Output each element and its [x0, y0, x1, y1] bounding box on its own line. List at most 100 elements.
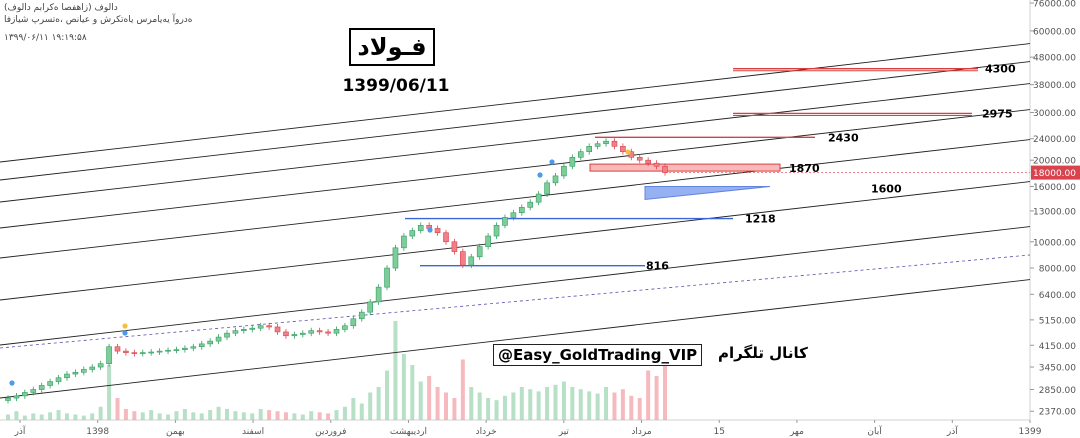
candle-body: [291, 334, 298, 337]
y-tick-label: 2850.00: [1039, 386, 1076, 396]
volume-bar: [460, 359, 465, 420]
candle-body: [139, 352, 146, 354]
candle-body: [131, 352, 138, 354]
volume-bar: [73, 414, 78, 420]
event-marker-dot: [625, 149, 631, 155]
candle-body: [443, 232, 449, 243]
y-tick-label: 76000.00: [1033, 0, 1076, 10]
y-tick-label: 10000.00: [1033, 238, 1076, 248]
candle-body: [451, 241, 458, 252]
candle-body: [358, 311, 365, 320]
last-price-label: 18000.00: [1033, 169, 1076, 179]
volume-bar: [393, 321, 398, 420]
volume-bar: [81, 415, 86, 420]
volume-bar: [199, 413, 204, 420]
volume-bar: [317, 412, 322, 420]
candle-body: [156, 350, 163, 353]
volume-bar: [191, 412, 196, 420]
candle-body: [333, 329, 340, 334]
volume-bar: [31, 413, 36, 420]
volume-bar: [48, 412, 53, 420]
candle-body: [173, 349, 180, 351]
candle-body: [165, 349, 171, 352]
candle-body: [485, 235, 491, 247]
symbol-header: (زاهفصا ەکرابم دالوف) دالوف: [4, 3, 118, 13]
channel-line: [0, 43, 1031, 163]
industry-header: ەدروآ یەیامرس یاەتکرش و عیانص ،ەتسرپ شیا…: [4, 15, 193, 25]
y-tick-label: 8000.00: [1039, 265, 1076, 275]
volume-bar: [477, 392, 482, 420]
volume-bar: [225, 409, 229, 420]
candle-body: [5, 397, 11, 401]
volume-bar: [528, 389, 533, 420]
y-tick-label: 60000.00: [1033, 27, 1076, 37]
volume-bar: [663, 359, 667, 420]
volume-bar: [157, 413, 162, 420]
volume-bar: [14, 411, 19, 420]
volume-bar: [620, 389, 625, 420]
x-tick-label: فروردین: [315, 427, 346, 437]
y-tick-label: 48000.00: [1033, 54, 1076, 64]
x-tick-label: خرداد: [476, 427, 497, 437]
volume-bar: [115, 398, 120, 420]
candle-body: [13, 395, 20, 399]
volume-bar: [351, 398, 356, 420]
volume-bar: [166, 414, 171, 420]
y-tick-label: 6400.00: [1039, 291, 1076, 301]
candle-body: [30, 389, 37, 393]
volume-bar: [292, 413, 297, 420]
symbol-title-box: فـولاد: [349, 28, 435, 66]
channel-label: کانال تلگرام: [718, 344, 808, 362]
candle-body: [586, 146, 592, 152]
volume-bar: [359, 403, 364, 420]
candle-body: [468, 256, 475, 266]
candle-body: [114, 346, 121, 352]
candle-body: [106, 346, 112, 364]
candle-body: [645, 159, 651, 164]
candle-body: [460, 251, 466, 266]
candle-body: [662, 165, 668, 173]
candle-body: [64, 373, 70, 379]
candle-body: [266, 325, 272, 328]
volume-bar: [587, 391, 592, 420]
price-level-label: 2975: [982, 107, 1013, 120]
candle-body: [22, 392, 28, 397]
volume-bar: [123, 409, 128, 420]
x-tick-label: آذر: [946, 425, 958, 437]
candle-body: [535, 193, 542, 203]
x-tick-label: مهر: [789, 427, 804, 437]
volume-bar: [174, 411, 179, 420]
volume-bar: [56, 410, 61, 420]
volume-bar: [283, 412, 288, 420]
x-tick-label: 1399: [1019, 427, 1042, 437]
event-marker-dot: [9, 380, 15, 386]
candle-body: [190, 346, 197, 349]
candle-body: [38, 385, 45, 390]
candle-body: [527, 201, 534, 208]
candle-body: [350, 318, 357, 327]
candle-body: [544, 182, 550, 195]
volume-bar: [444, 392, 448, 420]
price-axis-bg: [1030, 0, 1080, 438]
price-level-label: 1218: [745, 213, 776, 226]
resistance-zone: [589, 163, 781, 172]
volume-bar: [258, 409, 263, 420]
volume-bar: [612, 392, 617, 420]
candle-body: [636, 156, 643, 161]
candle-body: [148, 351, 154, 354]
volume-bar: [629, 395, 634, 420]
volume-bar: [140, 412, 145, 420]
y-tick-label: 16000.00: [1033, 183, 1076, 193]
candle-body: [72, 371, 79, 375]
candle-body: [232, 330, 239, 334]
volume-bar: [132, 411, 137, 420]
event-marker-dot: [122, 330, 128, 336]
volume-bar: [98, 406, 103, 420]
candle-body: [569, 156, 576, 167]
volume-bar: [149, 410, 154, 420]
volume-bar: [519, 387, 524, 420]
candle-body: [316, 330, 323, 333]
volume-bar: [22, 415, 27, 420]
y-tick-label: 4150.00: [1039, 342, 1076, 352]
